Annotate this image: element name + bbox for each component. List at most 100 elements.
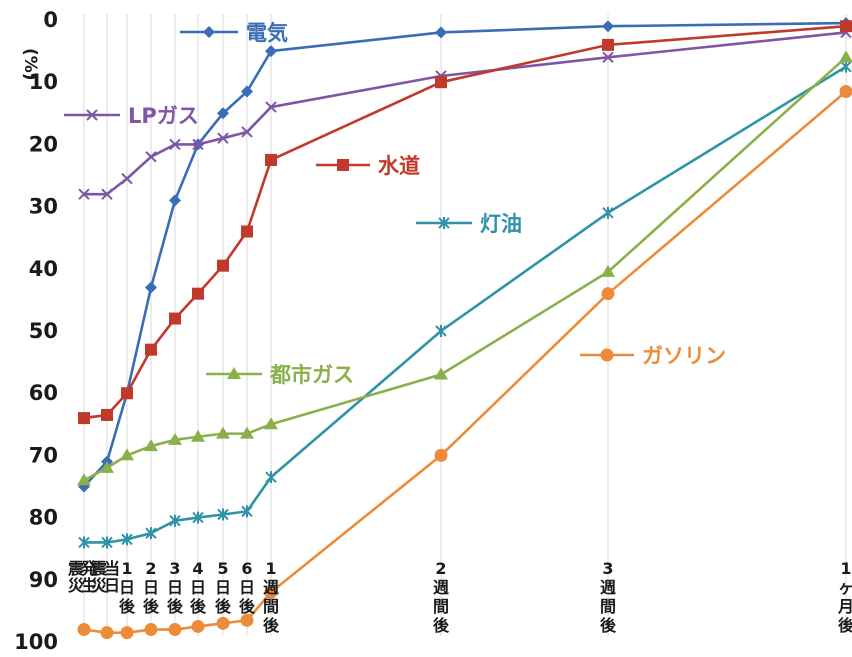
legend-item: 電気 bbox=[180, 21, 288, 45]
data-point bbox=[217, 107, 229, 120]
series-2 bbox=[78, 20, 852, 425]
data-point bbox=[191, 619, 205, 633]
data-point bbox=[840, 60, 852, 73]
legend-label: 灯油 bbox=[480, 212, 522, 236]
series-line bbox=[83, 21, 847, 488]
y-axis-unit-label: (%) bbox=[20, 48, 40, 81]
data-point bbox=[168, 623, 182, 637]
x-tick-label: 2 日後 bbox=[143, 559, 160, 616]
data-point bbox=[434, 448, 448, 462]
x-tick-label: 1 日後 bbox=[119, 559, 136, 616]
data-point bbox=[435, 76, 447, 89]
data-point bbox=[145, 527, 157, 540]
data-point bbox=[217, 508, 229, 521]
data-point bbox=[240, 613, 254, 627]
series-0 bbox=[78, 17, 852, 493]
x-tick-label-text: 3 週間後 bbox=[600, 559, 617, 635]
data-point bbox=[839, 50, 852, 63]
x-tick-label-col: 当日 bbox=[104, 559, 120, 595]
data-point bbox=[264, 585, 278, 599]
data-point bbox=[241, 505, 253, 518]
series-5 bbox=[77, 85, 852, 640]
data-point bbox=[217, 132, 229, 144]
data-point bbox=[337, 159, 349, 171]
data-point bbox=[191, 429, 205, 442]
data-point bbox=[217, 259, 229, 272]
x-tick-label: 3 週間後 bbox=[600, 559, 617, 635]
x-tick-label-text: 2 週間後 bbox=[433, 559, 450, 635]
data-point bbox=[121, 172, 133, 185]
x-tick-label-text: 4 日後 bbox=[190, 559, 207, 616]
x-tick-label-text: 6 日後 bbox=[239, 559, 256, 616]
x-tick-label: 6 日後 bbox=[239, 559, 256, 616]
data-point bbox=[101, 408, 113, 421]
data-point bbox=[145, 151, 157, 163]
grid bbox=[83, 14, 847, 636]
data-point bbox=[241, 85, 253, 98]
series-1 bbox=[78, 26, 852, 200]
data-point bbox=[77, 623, 91, 637]
data-point bbox=[434, 367, 448, 380]
data-point bbox=[601, 287, 615, 301]
data-point bbox=[144, 623, 158, 637]
legend-label: 都市ガス bbox=[269, 363, 354, 387]
data-point bbox=[169, 312, 181, 325]
y-tick-label: 50 bbox=[29, 319, 58, 343]
data-point bbox=[100, 460, 114, 473]
data-point bbox=[192, 138, 204, 151]
data-point bbox=[241, 126, 253, 138]
data-point bbox=[78, 188, 90, 200]
x-tick-label-text: 2 日後 bbox=[143, 559, 160, 616]
data-point bbox=[101, 188, 113, 200]
series-line bbox=[84, 65, 847, 544]
data-point bbox=[203, 26, 215, 38]
data-point bbox=[77, 473, 91, 486]
data-point bbox=[435, 325, 447, 337]
data-point bbox=[78, 412, 90, 425]
data-point bbox=[144, 439, 158, 452]
data-point bbox=[121, 387, 133, 400]
data-point bbox=[121, 533, 133, 546]
x-tick-label-text: 1 日後 bbox=[119, 559, 136, 616]
data-point bbox=[169, 514, 181, 527]
data-point bbox=[265, 471, 277, 484]
x-tick-label: 1 ヶ月後 bbox=[837, 559, 852, 635]
data-point bbox=[600, 348, 614, 362]
legend-item: LPガス bbox=[64, 104, 199, 128]
y-tick-label: 90 bbox=[29, 568, 58, 592]
data-point bbox=[227, 367, 241, 379]
data-point bbox=[264, 417, 278, 430]
legend-item: 灯油 bbox=[416, 212, 522, 236]
data-point bbox=[438, 217, 450, 229]
data-point bbox=[265, 153, 277, 166]
data-point bbox=[192, 511, 204, 524]
x-tick-label-text: 3 日後 bbox=[167, 559, 184, 616]
data-point bbox=[601, 264, 615, 277]
data-point bbox=[169, 138, 181, 151]
data-point bbox=[216, 616, 230, 630]
data-point bbox=[602, 38, 614, 51]
legend-label: 電気 bbox=[246, 21, 288, 45]
legend-item: ガソリン bbox=[580, 344, 726, 368]
x-tick-label-col: 震災 bbox=[67, 559, 85, 595]
x-tick-label: 1 週間後 bbox=[263, 559, 280, 635]
series-4 bbox=[77, 50, 852, 486]
data-point bbox=[192, 287, 204, 300]
legend-label: 水道 bbox=[378, 154, 420, 178]
data-point bbox=[145, 281, 157, 294]
data-point bbox=[839, 85, 852, 99]
data-point bbox=[602, 51, 614, 64]
y-tick-label: 0 bbox=[43, 8, 58, 32]
data-point bbox=[120, 448, 134, 461]
legend-label: LPガス bbox=[128, 104, 199, 128]
x-tick-label-col: 発生 bbox=[80, 559, 98, 595]
y-tick-label: 100 bbox=[14, 630, 58, 654]
data-point bbox=[602, 20, 614, 33]
data-point bbox=[840, 20, 852, 33]
x-tick-label: 3 日後 bbox=[167, 559, 184, 616]
